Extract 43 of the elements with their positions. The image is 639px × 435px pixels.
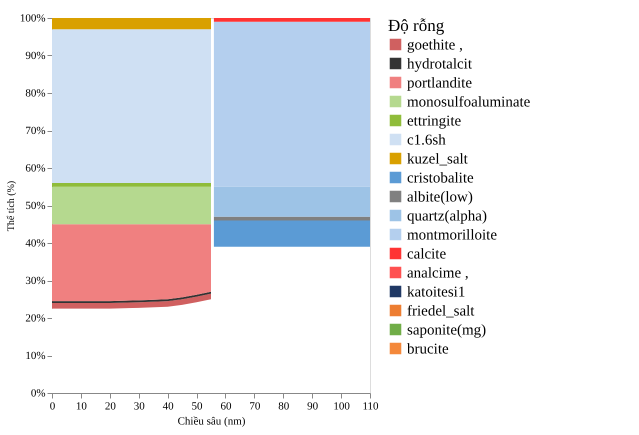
x-tick-label: 60 <box>220 400 232 412</box>
y-tick-label: 60% <box>25 162 46 174</box>
legend-title: Độ rỗng <box>388 16 445 35</box>
x-tick-label: 110 <box>362 400 380 412</box>
legend-label: c1.6sh <box>407 132 446 148</box>
legend-label: ettringite <box>407 114 462 130</box>
y-tick-label: 50% <box>25 200 46 212</box>
y-tick-label: 100% <box>20 12 46 24</box>
x-tick-label: 0 <box>50 400 56 412</box>
legend-label: katoitesi1 <box>407 284 466 300</box>
y-tick-label: 90% <box>25 50 46 62</box>
legend-label: cristobalite <box>407 170 474 186</box>
y-tick-label: 40% <box>25 238 46 250</box>
x-tick-label: 40 <box>162 400 174 412</box>
legend-label: albite(low) <box>407 190 473 206</box>
x-tick-label: 50 <box>192 400 204 412</box>
legend-label: friedel_salt <box>407 304 476 320</box>
legend-label: saponite(mg) <box>407 322 486 338</box>
legend-label: kuzel_salt <box>407 152 469 168</box>
legend-label: quartz(alpha) <box>407 208 487 224</box>
legend-label: hydrotalcit <box>407 56 473 72</box>
legend-label: goethite , <box>407 38 463 54</box>
legend-label: calcite <box>407 246 446 262</box>
x-axis-title: Chiều sâu (nm) <box>178 416 246 428</box>
legend-label: analcime , <box>407 266 469 282</box>
y-tick-label: 0% <box>30 388 46 400</box>
y-tick-label: 30% <box>25 275 46 287</box>
y-tick-label: 70% <box>25 125 46 137</box>
x-tick-label: 90 <box>307 400 319 412</box>
x-tick-label: 100 <box>333 400 350 412</box>
legend-label: portlandite <box>407 76 472 92</box>
x-tick-label: 70 <box>249 400 261 412</box>
legend-label: brucite <box>407 342 449 358</box>
y-axis-title: Thể tích (%) <box>6 180 17 232</box>
x-tick-label: 10 <box>76 400 88 412</box>
y-tick-label: 80% <box>25 88 46 100</box>
y-tick-label: 20% <box>25 312 46 324</box>
y-tick-label: 10% <box>25 350 46 362</box>
x-tick-label: 30 <box>134 400 146 412</box>
x-tick-label: 80 <box>278 400 290 412</box>
x-tick-label: 20 <box>104 400 116 412</box>
legend-label: monosulfoaluminate <box>407 94 531 110</box>
legend-label: montmorilloite <box>407 228 498 244</box>
